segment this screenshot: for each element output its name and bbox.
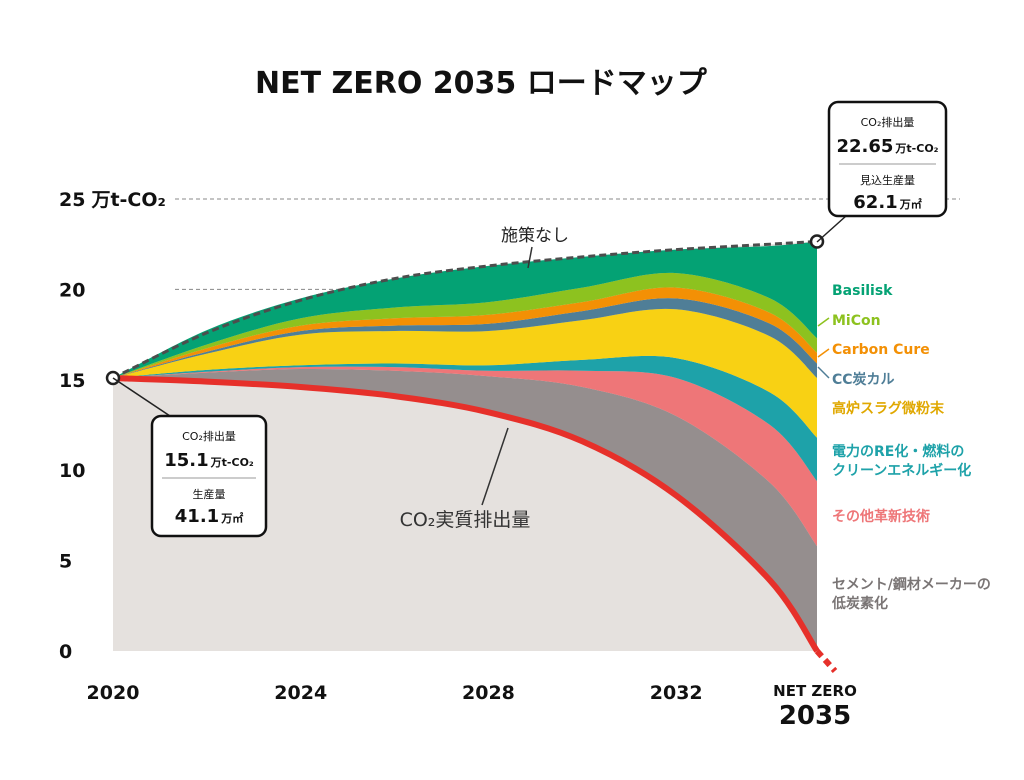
callout-box-0 (150, 414, 268, 538)
legend-label-3: 高炉スラグ微粉末 (832, 400, 945, 417)
callout-0-value-bottom: 41.1 万㎡ (175, 506, 243, 527)
area-series-3 (113, 308, 817, 438)
callout-1-value-bottom: 62.1 万㎡ (853, 192, 921, 213)
legend-label-0-b: 低炭素化 (831, 595, 888, 612)
legend-label-5: Carbon Cure (832, 342, 930, 358)
x-tick-label-2028: 2028 (462, 682, 515, 704)
callout-0-label-bottom: 生産量 (193, 487, 226, 501)
x-tick-label-2032: 2032 (650, 682, 703, 704)
y-tick-label-15: 15 (59, 370, 85, 392)
legend-label-2-b: クリーンエネルギー化 (832, 462, 971, 479)
callout-0-unit-top: 万t-CO₂ (210, 456, 254, 469)
callout-1-unit-bottom: 万㎡ (899, 197, 922, 211)
callout-box-1 (827, 100, 948, 218)
legend-leader-cc (817, 366, 830, 379)
chart-title: NET ZERO 2035 ロードマップ (255, 66, 708, 101)
callout-leader-1 (816, 215, 847, 243)
area-series-0 (113, 368, 817, 651)
y-tick-label-10: 10 (59, 460, 85, 482)
y-tick-label-20: 20 (59, 279, 85, 301)
callout-0-label-top: CO₂排出量 (182, 429, 236, 443)
legend-label-4: CC炭カル (832, 371, 895, 388)
y-tick-label-0: 0 (59, 641, 72, 663)
net-emissions-label: CO₂実質排出量 (400, 509, 531, 531)
callout-1-unit-top: 万t-CO₂ (894, 142, 938, 155)
y-tick-label-5: 5 (59, 551, 72, 573)
start-point-marker (105, 370, 121, 386)
net-emissions-label-leader (481, 427, 509, 506)
legend-leader-micon (817, 317, 830, 327)
x-tick-label-2024: 2024 (274, 682, 327, 704)
x-tick-label-top: NET ZERO (773, 682, 857, 700)
area-series-7 (113, 241, 817, 378)
callout-0-unit-bottom: 万㎡ (220, 511, 243, 525)
legend-label-2-a: 電力のRE化・燃料の (832, 443, 964, 460)
annotations: 施策なし CO₂実質排出量 (400, 226, 569, 531)
callout-leader-0 (112, 377, 171, 417)
y-axis-unit: 万t-CO₂ (90, 189, 165, 211)
legend-label-6: MiCon (832, 313, 881, 329)
callout-1-value-top: 22.65 万t-CO₂ (836, 136, 938, 157)
baseline-label-leader (527, 246, 533, 269)
x-tick-label-2020: 2020 (87, 682, 140, 704)
stacked-areas (113, 241, 817, 651)
legend-label-1: その他革新技術 (832, 508, 930, 525)
baseline-label: 施策なし (501, 226, 569, 246)
y-tick-label-25: 25 万t-CO₂ (59, 189, 166, 211)
callout-1-label-bottom: 見込生産量 (860, 173, 915, 187)
baseline-line (112, 240, 818, 380)
net-emissions-extension (814, 648, 838, 674)
legend-label-7: Basilisk (832, 283, 893, 299)
legend-leader-carbon-cure (817, 348, 830, 358)
legend-label-0-a: セメント/鋼材メーカーの (832, 576, 991, 593)
callout-1-label-top: CO₂排出量 (861, 115, 915, 129)
net-emissions-line (112, 375, 820, 653)
x-tick-label-bottom: 2035 (779, 701, 851, 731)
